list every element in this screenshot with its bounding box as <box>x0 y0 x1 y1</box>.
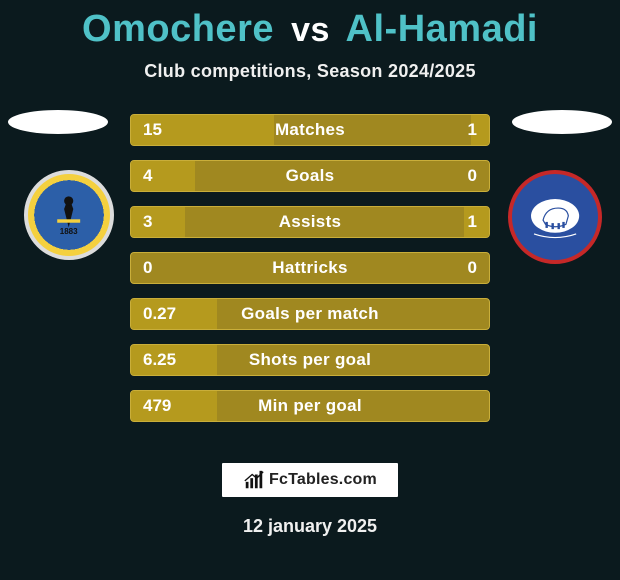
stat-value-right: 0 <box>468 253 477 283</box>
stat-label: Shots per goal <box>249 345 371 375</box>
stat-value-right: 1 <box>468 207 477 237</box>
pirate-icon: 1883 <box>40 186 97 243</box>
stat-row: 4 Goals 0 <box>130 160 490 192</box>
stat-value-left: 6.25 <box>143 345 176 375</box>
stat-row: 0 Hattricks 0 <box>130 252 490 284</box>
stat-row: 15 Matches 1 <box>130 114 490 146</box>
stat-fill-left <box>131 161 195 191</box>
bar-chart-icon <box>243 469 265 491</box>
site-badge-text: FcTables.com <box>269 471 377 489</box>
stat-value-left: 15 <box>143 115 162 145</box>
club-crest-left: 1883 <box>24 170 114 260</box>
stat-label: Goals per match <box>241 299 379 329</box>
stat-value-left: 479 <box>143 391 171 421</box>
stat-value-left: 0 <box>143 253 152 283</box>
title-vs: vs <box>291 11 330 49</box>
stat-value-right: 1 <box>468 115 477 145</box>
stat-row: 3 Assists 1 <box>130 206 490 238</box>
stats-bars: 15 Matches 1 4 Goals 0 3 Assists 1 0 Hattricks 0 0.2… <box>130 110 490 422</box>
comparison-area: 1883 15 Matches 1 4 Goals 0 3 Assists 1 0 Hattrick… <box>0 110 620 440</box>
player-photo-placeholder-left <box>8 110 108 134</box>
stat-label: Assists <box>279 207 342 237</box>
page-title: Omochere vs Al-Hamadi <box>0 0 620 51</box>
stat-row: 6.25 Shots per goal <box>130 344 490 376</box>
site-badge: FcTables.com <box>221 462 399 498</box>
stat-value-left: 3 <box>143 207 152 237</box>
stat-label: Min per goal <box>258 391 362 421</box>
date: 12 january 2025 <box>0 516 620 537</box>
stat-label: Matches <box>275 115 345 145</box>
stat-value-left: 0.27 <box>143 299 176 329</box>
club-crest-right <box>508 170 602 264</box>
subtitle: Club competitions, Season 2024/2025 <box>0 61 620 82</box>
stat-value-right: 0 <box>468 161 477 191</box>
stat-fill-left <box>131 207 185 237</box>
stat-label: Goals <box>286 161 335 191</box>
horse-icon <box>525 187 585 247</box>
player-photo-placeholder-right <box>512 110 612 134</box>
title-player-left: Omochere <box>82 8 274 50</box>
title-player-right: Al-Hamadi <box>346 8 538 50</box>
stat-label: Hattricks <box>272 253 347 283</box>
svg-text:1883: 1883 <box>60 228 78 237</box>
stat-value-left: 4 <box>143 161 152 191</box>
stat-row: 479 Min per goal <box>130 390 490 422</box>
stat-row: 0.27 Goals per match <box>130 298 490 330</box>
